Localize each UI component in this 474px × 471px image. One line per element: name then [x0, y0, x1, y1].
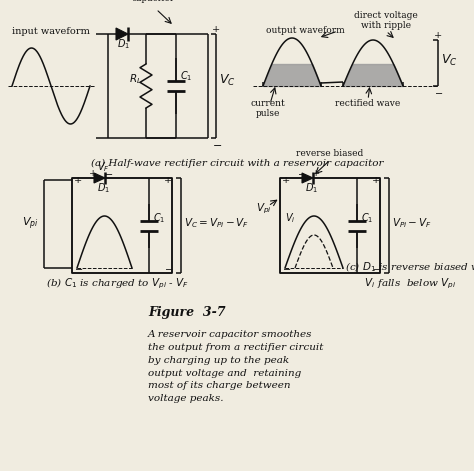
Text: +: +: [212, 25, 220, 34]
Text: (b) $C_1$ is charged to $V_{pi}$ - $V_F$: (b) $C_1$ is charged to $V_{pi}$ - $V_F$: [46, 276, 189, 291]
Text: reservoir
capacitor: reservoir capacitor: [131, 0, 174, 3]
Text: $V_{Pi} - V_F$: $V_{Pi} - V_F$: [392, 216, 432, 230]
Text: +: +: [74, 176, 82, 185]
Text: $V_i$: $V_i$: [285, 211, 295, 225]
Text: $V_{pi}$: $V_{pi}$: [22, 215, 39, 232]
Polygon shape: [94, 173, 105, 183]
Polygon shape: [116, 28, 128, 40]
Text: direct voltage
with ripple: direct voltage with ripple: [354, 11, 418, 30]
Text: Figure  3-7: Figure 3-7: [148, 306, 226, 319]
Text: +: +: [372, 176, 380, 185]
Text: $-$: $-$: [282, 264, 291, 273]
Text: $D_1$: $D_1$: [97, 181, 110, 195]
Text: $-$: $-$: [212, 139, 222, 149]
Text: +: +: [89, 169, 97, 178]
Text: $-$: $-$: [74, 264, 83, 273]
Text: $V_C$: $V_C$: [441, 53, 457, 68]
Text: $D_1$: $D_1$: [305, 181, 318, 195]
Text: (c) $D_1$ is reverse biased when
      $V_i$ falls  below $V_{pi}$: (c) $D_1$ is reverse biased when $V_i$ f…: [345, 261, 474, 291]
Text: (a) Half-wave rectifier circuit with a reservoir capacitor: (a) Half-wave rectifier circuit with a r…: [91, 159, 383, 168]
Text: $C_1$: $C_1$: [180, 69, 192, 83]
Text: current
pulse: current pulse: [251, 98, 285, 118]
Text: +: +: [312, 169, 320, 178]
Bar: [280, 178, 380, 273]
Text: reverse biased: reverse biased: [296, 149, 364, 158]
Text: $-$: $-$: [297, 169, 306, 178]
Text: $-$: $-$: [104, 169, 113, 178]
Text: $R_L$: $R_L$: [129, 72, 142, 86]
Text: $V_F$: $V_F$: [97, 160, 109, 174]
Text: $C_1$: $C_1$: [361, 211, 374, 225]
Text: output waveform: output waveform: [266, 26, 345, 35]
Text: $-$: $-$: [372, 264, 381, 273]
Text: A reservoir capacitor smoothes
the output from a rectifier circuit
by charging u: A reservoir capacitor smoothes the outpu…: [148, 330, 323, 403]
Polygon shape: [302, 173, 313, 183]
Text: +: +: [164, 176, 172, 185]
Text: $V_C$: $V_C$: [219, 73, 236, 88]
Text: $-$: $-$: [164, 264, 173, 273]
Text: +: +: [282, 176, 290, 185]
Text: input waveform: input waveform: [12, 27, 90, 36]
Text: +: +: [434, 31, 442, 40]
Text: $V_C = V_{Pi} - V_F$: $V_C = V_{Pi} - V_F$: [184, 216, 249, 230]
Text: rectified wave: rectified wave: [336, 99, 401, 108]
Text: $-$: $-$: [434, 88, 443, 97]
Text: $D_1$: $D_1$: [117, 37, 130, 51]
Text: $C_1$: $C_1$: [153, 211, 165, 225]
Text: $V_{pi}$: $V_{pi}$: [256, 202, 272, 216]
Bar: [72, 178, 172, 273]
